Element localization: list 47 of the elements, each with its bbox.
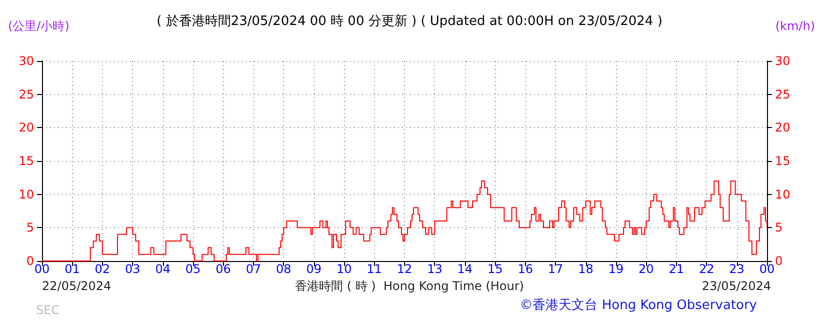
x-tick-label: 14 [457,262,473,276]
x-tick-label: 20 [638,262,654,276]
x-tick-label: 16 [518,262,533,276]
y2-tick-label: 20 [775,120,790,135]
y2-tick-label: 0 [775,254,783,268]
y-tick-label: 30 [18,54,34,68]
chart-title: ( 於香港時間23/05/2024 00 時 00 分更新 ) ( Updated at 00:00H on 23/05/2024 ) [156,14,662,29]
x-axis-title: 香港時間 ( 時 ) Hong Kong Time (Hour) [295,279,524,293]
y-tick-label: 20 [18,120,34,135]
x-tick-label: 11 [366,262,382,276]
y2-tick-label: 30 [775,54,790,68]
y2-tick-label: 25 [775,87,790,102]
text: SEC [36,303,60,317]
x-tick-label: 15 [487,262,503,276]
x-tick-label: 23 [729,262,744,276]
y2-tick-label: 15 [775,154,790,168]
y-tick-label: 0 [26,254,34,268]
x-tick-label: 07 [246,262,262,276]
x-tick-label: 21 [668,262,684,276]
x-tick-label: 01 [64,262,80,276]
x-tick-label: 00 [34,262,50,276]
y-tick-label: 5 [26,220,34,235]
x-tick-label: 18 [578,262,594,276]
text: 23/05/2024 [702,279,772,293]
x-tick-label: 10 [336,262,352,276]
text: 22/05/2024 [42,279,112,293]
x-tick-label: 05 [185,262,201,276]
x-tick-label: 00 [759,262,775,276]
x-tick-label: 17 [548,262,564,276]
x-tick-label: 02 [94,262,110,276]
x-tick-label: 06 [216,262,231,276]
x-tick-label: 22 [698,262,714,276]
y-tick-label: 10 [18,187,34,202]
y-tick-label: 25 [18,87,34,102]
x-tick-label: 04 [155,262,170,276]
y2-tick-label: 10 [775,187,790,202]
y2-tick-label: 5 [775,220,783,235]
y2-axis-title: (km/h) [775,19,816,33]
y-tick-label: 15 [18,154,34,168]
x-tick-label: 19 [608,262,624,276]
x-tick-label: 12 [396,262,412,276]
x-tick-label: 13 [427,262,442,276]
x-tick-label: 08 [276,262,292,276]
x-tick-label: 09 [306,262,322,276]
x-tick-label: 03 [124,262,140,276]
y-axis-title: (公里/小時) [8,19,70,33]
text: ©香港天文台 Hong Kong Observatory [520,298,758,313]
